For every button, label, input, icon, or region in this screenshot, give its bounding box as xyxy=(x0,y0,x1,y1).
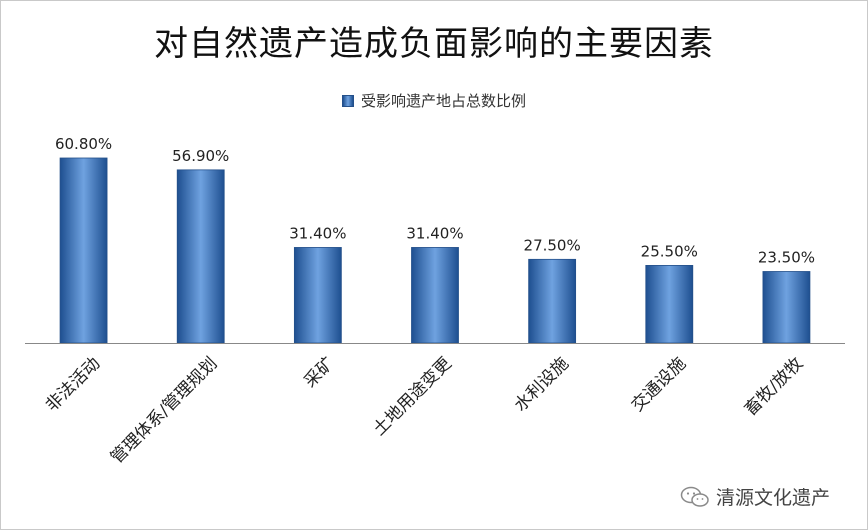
value-label-6: 25.50% xyxy=(641,242,698,260)
category-label-6: 交通设施 xyxy=(628,354,690,416)
category-labels-group: 非法活动 管理体系/管理规划 采矿 土地用途变更 水利设施 交通设施 畜牧/放牧 xyxy=(42,354,807,468)
category-label-4: 土地用途变更 xyxy=(369,354,455,440)
category-label-1: 非法活动 xyxy=(42,354,104,416)
value-label-1: 60.80% xyxy=(55,135,112,153)
category-label-7: 畜牧/放牧 xyxy=(741,354,807,420)
bar-7 xyxy=(762,271,811,344)
category-label-3: 采矿 xyxy=(300,354,338,392)
category-label-2: 管理体系/管理规划 xyxy=(107,354,221,468)
bar-6 xyxy=(645,265,694,344)
bar-5 xyxy=(528,258,577,344)
wechat-icon xyxy=(680,486,709,507)
value-label-3: 31.40% xyxy=(289,224,346,242)
value-label-4: 31.40% xyxy=(406,224,463,242)
value-label-2: 56.90% xyxy=(172,147,229,165)
category-label-5: 水利设施 xyxy=(511,354,573,416)
bar-2 xyxy=(176,169,225,344)
chart-title: 对自然遗产造成负面影响的主要因素 xyxy=(154,24,714,64)
value-labels-group: 60.80% 56.90% 31.40% 31.40% 27.50% 25.50% 23.5… xyxy=(55,135,815,266)
value-label-7: 23.50% xyxy=(758,248,815,266)
chart-legend: 受影响遗产地占总数比例 xyxy=(0,90,868,111)
value-label-5: 27.50% xyxy=(524,236,581,254)
bar-3 xyxy=(293,247,342,344)
bars-group xyxy=(59,157,811,344)
legend-label: 受影响遗产地占总数比例 xyxy=(360,92,526,110)
watermark: 清源文化遗产 xyxy=(680,483,830,510)
bar-1 xyxy=(59,157,108,344)
watermark-text: 清源文化遗产 xyxy=(716,487,831,509)
legend-swatch xyxy=(341,94,354,107)
bar-4 xyxy=(411,247,459,344)
